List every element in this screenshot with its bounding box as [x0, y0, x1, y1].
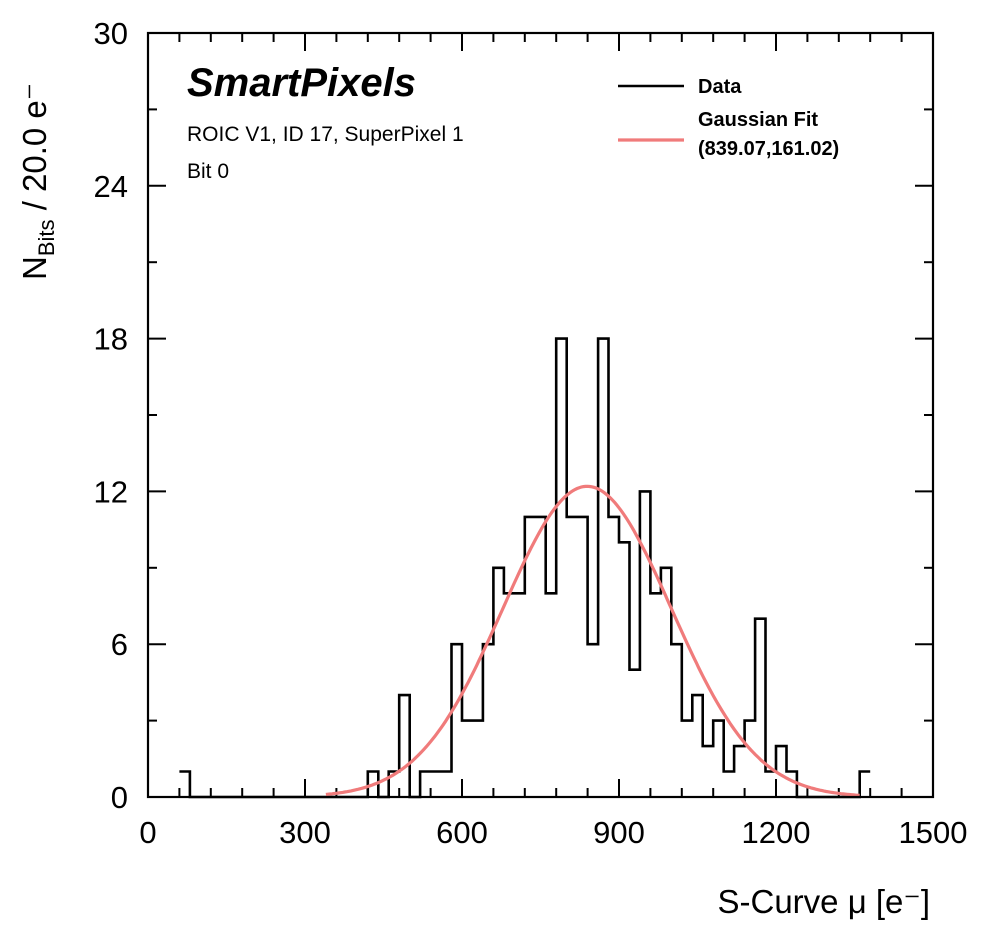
- y-tick-label: 0: [111, 780, 128, 815]
- y-tick-label: 12: [94, 474, 128, 509]
- brand-label: SmartPixels: [187, 61, 416, 105]
- x-tick-label: 600: [436, 815, 488, 850]
- x-tick-label: 300: [279, 815, 331, 850]
- y-tick-label: 24: [94, 169, 128, 204]
- x-tick-labels: 0 300 600 900 1200 1500: [139, 815, 967, 850]
- plot-frame: [146, 31, 935, 799]
- y-axis-title-sub: Bits: [34, 219, 59, 256]
- data-histogram-line: [179, 337, 871, 799]
- info-line-bit: Bit 0: [187, 160, 229, 183]
- x-axis-title: S-Curve μ [e⁻]: [718, 883, 931, 920]
- x-tick-label: 0: [139, 815, 156, 850]
- y-tick-labels: 0 6 12 18 24 30: [94, 16, 128, 815]
- legend-fit-params: (839.07,161.02): [698, 138, 839, 160]
- legend-data-label: Data: [698, 76, 742, 98]
- x-tick-label: 900: [593, 815, 645, 850]
- y-axis-title-main: N: [16, 256, 53, 280]
- y-tick-label: 18: [94, 322, 128, 357]
- x-tick-label: 1200: [742, 815, 811, 850]
- legend-fit-label: Gaussian Fit: [698, 109, 818, 131]
- gaussian-fit-curve: [325, 484, 860, 797]
- legend: Data Gaussian Fit (839.07,161.02): [618, 76, 839, 160]
- y-axis-title: NBits / 20.0 e⁻: [16, 83, 59, 280]
- x-tick-label: 1500: [899, 815, 968, 850]
- y-tick-label: 30: [94, 16, 128, 51]
- y-axis-title-rest: / 20.0 e⁻: [16, 83, 53, 220]
- info-line-roic: ROIC V1, ID 17, SuperPixel 1: [187, 123, 464, 146]
- y-tick-label: 6: [111, 627, 128, 662]
